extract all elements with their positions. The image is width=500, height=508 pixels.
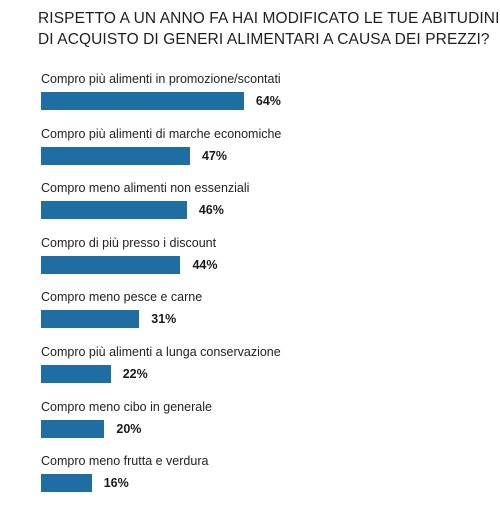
- bar-value-label: 22%: [122, 367, 148, 381]
- bar-category-label: Compro meno cibo in generale: [41, 399, 212, 414]
- bar: [41, 365, 111, 383]
- bar-category-label: Compro più alimenti a lunga conservazion…: [41, 345, 281, 359]
- bar: [41, 146, 190, 165]
- bar-value-label: 31%: [151, 312, 177, 327]
- bar-group: Compro più alimenti in promozione/sconta…: [38, 72, 478, 112]
- bar: [41, 201, 187, 220]
- bar-category-label: Compro più alimenti di marche economiche: [41, 126, 282, 141]
- bar-value-label: 64%: [255, 94, 281, 108]
- bar-value-label: 20%: [116, 421, 142, 436]
- chart-title-line-1: RISPETTO A UN ANNO FA HAI MODIFICATO LE …: [38, 10, 500, 27]
- bar-value-label: 46%: [198, 203, 224, 218]
- chart-title: RISPETTO A UN ANNO FA HAI MODIFICATO LE …: [38, 8, 500, 50]
- bar-value-label: 16%: [103, 476, 129, 491]
- bar: [41, 474, 92, 493]
- bar-category-label: Compro più alimenti in promozione/sconta…: [41, 72, 281, 86]
- bar-group: Compro più alimenti a lunga conservazion…: [38, 345, 478, 385]
- bar-value-label: 44%: [192, 257, 218, 272]
- bar-group: Compro meno frutta e verdura 16%: [38, 454, 478, 494]
- bar: [41, 419, 105, 438]
- bar-group: Compro più alimenti di marche economiche…: [38, 127, 478, 167]
- chart-title-line-2: DI ACQUISTO DI GENERI ALIMENTARI A CAUSA…: [38, 31, 490, 48]
- bar-category-label: Compro di più presso i discount: [41, 235, 217, 250]
- bar-group: Compro meno pesce e carne 31%: [38, 290, 478, 330]
- bar-group: Compro di più presso i discount 44%: [38, 236, 478, 276]
- bar-group: Compro meno cibo in generale 20%: [38, 400, 478, 440]
- bar-value-label: 47%: [201, 148, 228, 163]
- bar: [41, 310, 140, 329]
- bar: [41, 92, 244, 110]
- bar-category-label: Compro meno alimenti non essenziali: [41, 181, 250, 196]
- bar-category-label: Compro meno pesce e carne: [41, 290, 203, 305]
- bar-category-label: Compro meno frutta e verdura: [41, 454, 209, 469]
- bar: [41, 255, 181, 274]
- bar-group: Compro meno alimenti non essenziali 46%: [38, 181, 478, 221]
